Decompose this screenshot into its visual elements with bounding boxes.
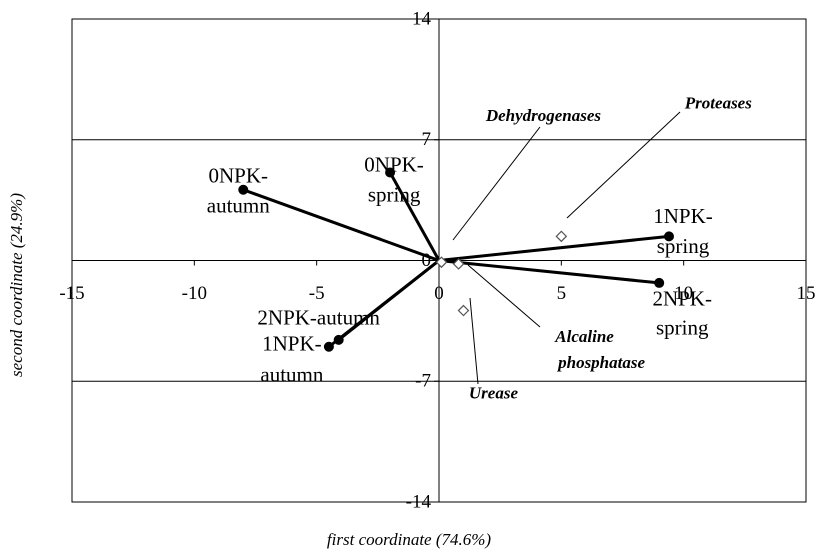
x-tick-label: 0 [434,283,444,304]
y-tick-label: -14 [406,491,432,512]
point-label: autumn [207,194,270,218]
y-tick-label: 7 [422,129,432,150]
variable-point [452,258,465,270]
x-axis-title: first coordinate (74.6%) [327,530,491,549]
y-tick-label: 14 [412,8,432,29]
leader-line [467,264,541,328]
point-label: 0NPK- [364,152,424,176]
point-label: spring [656,316,709,340]
y-axis-title: second coordinate (24.9%) [7,193,26,377]
vector [242,188,440,262]
point-label: autumn [260,363,323,387]
variable-point [435,256,448,269]
x-tick-label: -5 [309,283,325,304]
vector [327,259,440,348]
variable-point [555,230,568,243]
leader-line [469,297,479,385]
point [385,167,396,178]
point-label: 0NPK- [209,164,269,188]
variable-label: Urease [469,383,519,402]
y-tick-label: -7 [415,371,431,392]
variable-point [457,304,470,317]
vector [388,171,441,262]
point-label: 2NPK- [652,287,712,311]
point-label: 1NPK- [653,204,713,228]
point-label: spring [657,234,710,258]
x-tick-label: -10 [182,283,207,304]
x-tick-label: 5 [557,283,567,304]
x-tick-label: -15 [59,283,84,304]
x-tick-label: 15 [797,283,816,304]
point [238,184,249,195]
vector [438,234,670,262]
point-label: 1NPK- [262,332,322,356]
point-label: spring [368,182,421,206]
variable-label: Alcaline [554,327,614,346]
leader-line [566,111,681,219]
variable-label: phosphatase [556,353,645,372]
point [654,277,665,288]
variable-label: Dehydrogenases [485,106,602,125]
point [663,231,674,242]
variable-label: Proteases [684,93,752,112]
point-label: 2NPK-autumn [257,306,380,330]
point [323,341,334,352]
x-tick-label: 10 [674,283,693,304]
leader-line [452,126,541,241]
vector [438,259,660,285]
